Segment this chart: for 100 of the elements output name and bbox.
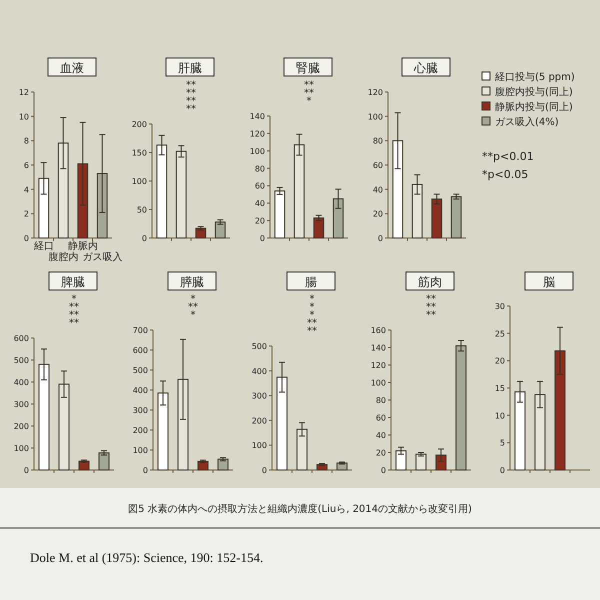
bar	[456, 345, 466, 470]
y-tick-label: 0	[378, 234, 383, 243]
y-tick-label: 120	[368, 88, 383, 97]
text: *	[190, 310, 196, 321]
y-tick-label: 20	[494, 356, 505, 366]
text: Dole M. et al (1975): Science, 190: 152-154.	[30, 550, 264, 565]
y-tick-label: 160	[370, 326, 386, 335]
y-tick-label: 12	[18, 88, 29, 97]
y-tick-label: 140	[370, 344, 386, 352]
text: **p<0.01	[482, 150, 534, 163]
text: **	[69, 318, 79, 329]
y-tick-label: 100	[370, 378, 386, 388]
caption: 図5 水素の体内への摂取方法と組織内濃度(Liuら, 2014の文献から改変引用)	[128, 503, 472, 515]
chart-title: 膵臓	[180, 275, 204, 289]
bar	[313, 217, 324, 238]
y-tick-label: 60	[372, 161, 383, 170]
y-tick-label: 80	[372, 136, 383, 146]
y-tick-label: 40	[372, 185, 383, 194]
bar	[218, 458, 228, 470]
y-tick-label: 40	[376, 431, 386, 440]
bar	[78, 460, 90, 470]
bar	[198, 460, 208, 470]
y-tick-label: 6	[24, 161, 29, 170]
y-tick-label: 0	[262, 466, 267, 475]
legend-label: 静脈内投与(同上)	[495, 101, 573, 113]
y-tick-label: 100	[368, 112, 383, 122]
chart-title: 心臓	[413, 61, 438, 75]
y-tick-label: 5	[500, 438, 505, 448]
x-tick-label: 腹腔内	[48, 251, 78, 263]
y-tick-label: 80	[254, 164, 265, 174]
bar	[98, 452, 110, 470]
legend-label: 経口投与(5 ppm)	[494, 71, 575, 83]
text: *p<0.05	[482, 168, 528, 181]
chart-title: 肝臓	[178, 61, 202, 75]
y-tick-label: 100	[132, 446, 148, 455]
y-tick-label: 300	[132, 406, 148, 415]
y-tick-label: 20	[372, 210, 383, 219]
y-tick-label: 200	[132, 120, 147, 129]
chart-title: 腸	[305, 275, 317, 289]
y-tick-label: 30	[494, 302, 505, 311]
y-tick-label: 300	[14, 400, 29, 409]
y-tick-label: 400	[252, 366, 267, 376]
y-tick-label: 600	[14, 334, 29, 343]
y-tick-label: 10	[18, 112, 29, 122]
chart-title: 血液	[60, 61, 84, 75]
y-tick-label: 0	[142, 234, 147, 243]
y-tick-label: 200	[252, 416, 267, 426]
x-tick-label: 経口	[32, 241, 54, 252]
chart-title: 筋肉	[418, 275, 442, 289]
chart-title: 腎臓	[296, 61, 320, 75]
y-tick-label: 100	[14, 444, 29, 453]
y-tick-label: 80	[376, 396, 386, 405]
y-tick-label: 120	[370, 361, 386, 370]
y-tick-label: 120	[250, 129, 265, 138]
y-tick-label: 20	[376, 448, 386, 458]
y-tick-label: 8	[24, 136, 29, 146]
y-tick-label: 500	[252, 342, 267, 351]
y-tick-label: 700	[132, 326, 148, 335]
y-tick-label: 0	[500, 466, 505, 475]
y-tick-label: 500	[132, 366, 148, 375]
y-tick-label: 60	[376, 414, 386, 422]
bar	[336, 462, 348, 470]
y-tick-label: 100	[252, 441, 267, 450]
bar	[214, 222, 226, 238]
x-tick-label: 静脈内	[68, 240, 98, 252]
y-tick-label: 20	[254, 216, 265, 226]
y-tick-label: 0	[24, 466, 29, 475]
y-tick-label: 500	[14, 356, 29, 365]
y-tick-label: 100	[132, 177, 147, 186]
y-tick-label: 40	[254, 199, 265, 208]
y-tick-label: 2	[24, 210, 29, 219]
text: **	[186, 104, 196, 115]
chart-title: 脾臓	[61, 275, 85, 289]
y-tick-label: 100	[250, 146, 265, 156]
y-tick-label: 600	[132, 346, 148, 355]
y-tick-label: 200	[132, 426, 148, 435]
legend-label: 腹腔内投与(同上)	[495, 86, 573, 98]
y-tick-label: 10	[494, 411, 505, 420]
text: *	[306, 96, 312, 107]
y-tick-label: 400	[132, 386, 148, 395]
y-tick-label: 150	[132, 148, 147, 158]
x-tick-label: ガス吸入	[82, 251, 122, 263]
bar	[416, 454, 426, 470]
bar	[274, 190, 286, 238]
chart-title: 脳	[543, 275, 555, 289]
y-tick-label: 0	[260, 234, 265, 243]
y-tick-label: 200	[14, 422, 29, 431]
y-tick-label: 60	[254, 182, 265, 191]
y-tick-label: 300	[252, 392, 267, 401]
y-tick-label: 50	[136, 206, 147, 214]
y-tick-label: 0	[24, 234, 29, 243]
y-tick-label: 15	[494, 384, 505, 393]
y-tick-label: 4	[24, 185, 29, 194]
y-tick-label: 25	[494, 329, 505, 338]
y-tick-label: 140	[250, 112, 265, 121]
legend-label: ガス吸入(4%)	[495, 116, 559, 128]
y-tick-label: 400	[14, 378, 29, 387]
text: **	[426, 310, 436, 321]
bar	[396, 450, 406, 470]
y-tick-label: 0	[380, 466, 386, 475]
